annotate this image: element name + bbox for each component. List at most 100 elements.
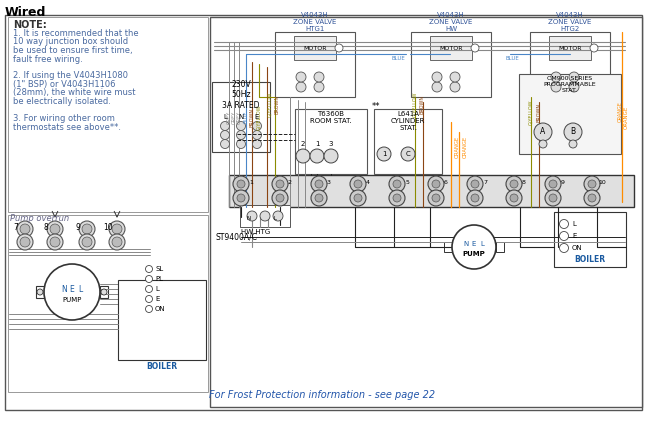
Circle shape xyxy=(146,276,153,282)
Bar xyxy=(275,32,355,97)
Circle shape xyxy=(560,243,569,252)
Text: L: L xyxy=(78,284,82,293)
Bar xyxy=(36,286,44,298)
Circle shape xyxy=(549,180,557,188)
Text: L: L xyxy=(572,221,576,227)
Circle shape xyxy=(296,82,306,92)
Circle shape xyxy=(354,194,362,202)
Circle shape xyxy=(37,289,43,295)
Bar xyxy=(295,109,367,174)
Circle shape xyxy=(560,219,569,228)
Circle shape xyxy=(432,72,442,82)
Text: BROWN: BROWN xyxy=(250,108,254,127)
Bar xyxy=(8,17,208,212)
Text: (1" BSP) or V4043H1106: (1" BSP) or V4043H1106 xyxy=(13,80,116,89)
Text: G/YELLOW: G/YELLOW xyxy=(529,99,534,125)
Bar xyxy=(430,36,472,60)
Circle shape xyxy=(79,221,95,237)
Circle shape xyxy=(389,176,405,192)
Circle shape xyxy=(20,224,30,234)
Text: be electrically isolated.: be electrically isolated. xyxy=(13,97,111,106)
Text: BLUE: BLUE xyxy=(506,56,520,60)
Circle shape xyxy=(20,237,30,247)
Bar xyxy=(411,32,491,97)
Bar xyxy=(444,242,452,252)
Text: ORANGE: ORANGE xyxy=(463,136,468,158)
Circle shape xyxy=(311,176,327,192)
Text: G/YELLOW: G/YELLOW xyxy=(413,91,417,117)
Text: be used to ensure first time,: be used to ensure first time, xyxy=(13,46,133,55)
Text: L641A
CYLINDER
STAT.: L641A CYLINDER STAT. xyxy=(391,111,425,131)
Text: 1: 1 xyxy=(249,179,253,184)
Circle shape xyxy=(450,72,460,82)
Text: 6: 6 xyxy=(444,179,448,184)
Circle shape xyxy=(221,122,230,130)
Bar xyxy=(554,212,626,267)
Circle shape xyxy=(539,140,547,148)
Text: L: L xyxy=(155,286,159,292)
Circle shape xyxy=(146,295,153,303)
Circle shape xyxy=(432,180,440,188)
Circle shape xyxy=(335,44,343,52)
Text: GREY: GREY xyxy=(237,111,241,124)
Text: SL: SL xyxy=(155,266,163,272)
Circle shape xyxy=(112,237,122,247)
Text: T6360B
ROOM STAT.: T6360B ROOM STAT. xyxy=(310,111,352,124)
Text: PL: PL xyxy=(155,276,163,282)
Text: A: A xyxy=(540,127,545,136)
Circle shape xyxy=(350,190,366,206)
Text: V4043H
ZONE VALVE
HW: V4043H ZONE VALVE HW xyxy=(430,12,473,32)
Text: 4: 4 xyxy=(366,179,370,184)
Text: CM900 SERIES
PROGRAMMABLE
STAT.: CM900 SERIES PROGRAMMABLE STAT. xyxy=(543,76,597,92)
Text: 10: 10 xyxy=(598,179,606,184)
Circle shape xyxy=(389,190,405,206)
Text: E: E xyxy=(70,284,74,293)
Text: L: L xyxy=(223,114,227,120)
Circle shape xyxy=(296,72,306,82)
Circle shape xyxy=(146,286,153,292)
Circle shape xyxy=(314,82,324,92)
Text: 3: 3 xyxy=(329,141,333,147)
Bar xyxy=(374,109,442,174)
Circle shape xyxy=(551,72,561,82)
Circle shape xyxy=(510,180,518,188)
Circle shape xyxy=(252,140,261,149)
Text: V4043H
ZONE VALVE
HTG1: V4043H ZONE VALVE HTG1 xyxy=(293,12,336,32)
Text: ST9400A/C: ST9400A/C xyxy=(216,233,258,241)
Circle shape xyxy=(471,180,479,188)
Text: thermostats see above**.: thermostats see above**. xyxy=(13,122,121,132)
Circle shape xyxy=(237,180,245,188)
Text: L: L xyxy=(480,241,484,247)
Circle shape xyxy=(272,176,288,192)
Text: 8: 8 xyxy=(43,222,49,232)
Circle shape xyxy=(564,123,582,141)
Text: V4043H
ZONE VALVE
HTG2: V4043H ZONE VALVE HTG2 xyxy=(548,12,592,32)
Circle shape xyxy=(50,237,60,247)
Circle shape xyxy=(393,194,401,202)
Circle shape xyxy=(311,190,327,206)
Circle shape xyxy=(377,147,391,161)
Text: BROWN: BROWN xyxy=(274,95,280,114)
Bar xyxy=(294,36,336,60)
Circle shape xyxy=(146,306,153,313)
Text: N: N xyxy=(247,216,251,221)
Circle shape xyxy=(354,180,362,188)
Bar xyxy=(496,242,504,252)
Text: 230V
50Hz
3A RATED: 230V 50Hz 3A RATED xyxy=(223,80,259,110)
Text: BLUE: BLUE xyxy=(392,56,406,60)
Circle shape xyxy=(79,234,95,250)
Circle shape xyxy=(315,194,323,202)
Text: C: C xyxy=(406,151,410,157)
Text: Wired: Wired xyxy=(5,6,47,19)
Text: ON: ON xyxy=(572,245,583,251)
Text: 10: 10 xyxy=(103,222,113,232)
Bar xyxy=(410,27,636,197)
Circle shape xyxy=(545,190,561,206)
Circle shape xyxy=(252,122,261,130)
Text: 1: 1 xyxy=(314,141,319,147)
Text: G/YELLOW: G/YELLOW xyxy=(267,91,272,117)
Circle shape xyxy=(428,190,444,206)
Text: HW HTG: HW HTG xyxy=(241,229,270,235)
Circle shape xyxy=(17,221,33,237)
Text: 7: 7 xyxy=(14,222,18,232)
